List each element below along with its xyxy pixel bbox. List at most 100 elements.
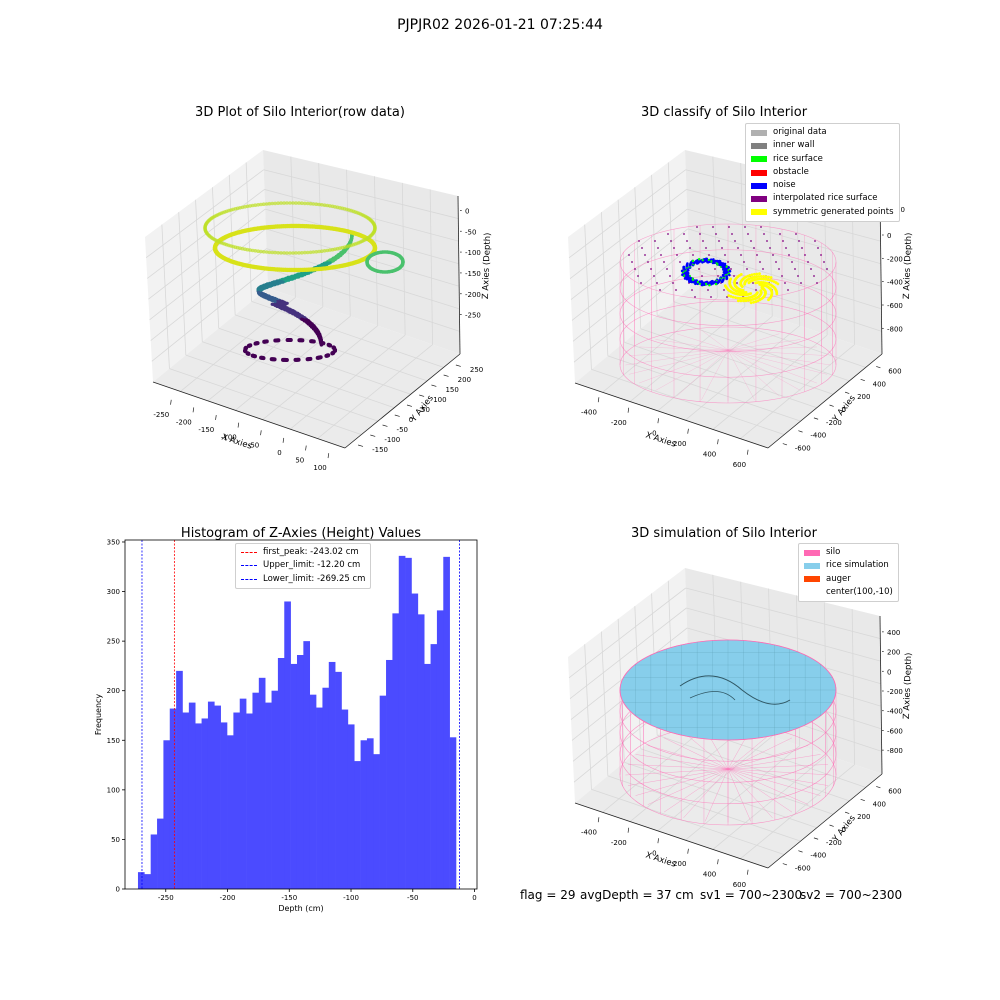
data-point bbox=[669, 275, 671, 277]
y-axis-line bbox=[344, 353, 461, 449]
silo-rib bbox=[727, 349, 801, 391]
silo-rib bbox=[655, 349, 729, 391]
x-tick-tick bbox=[747, 449, 749, 455]
x-axis-label: Depth (cm) bbox=[278, 904, 323, 913]
z-tick-label: -200 bbox=[465, 291, 481, 299]
data-point bbox=[723, 284, 727, 288]
data-point bbox=[717, 275, 719, 277]
silo-rib bbox=[727, 349, 817, 384]
data-point bbox=[248, 343, 253, 348]
data-point bbox=[764, 275, 768, 278]
data-point bbox=[631, 261, 633, 263]
grid-line bbox=[148, 208, 266, 300]
data-point bbox=[692, 254, 694, 256]
data-point bbox=[264, 339, 269, 344]
legend-swatch bbox=[804, 590, 820, 596]
data-point bbox=[739, 273, 743, 276]
data-point bbox=[679, 261, 681, 263]
grid-line bbox=[569, 189, 687, 280]
x-tick-label: 400 bbox=[703, 870, 716, 878]
data-point bbox=[293, 357, 298, 362]
data-point bbox=[714, 282, 718, 286]
raw-points bbox=[203, 201, 405, 362]
data-point bbox=[328, 343, 333, 348]
data-point bbox=[349, 237, 354, 241]
legend-item: symmetric generated points bbox=[751, 206, 894, 219]
x-tick-label: 600 bbox=[733, 461, 746, 469]
histogram-bar bbox=[214, 705, 221, 889]
footer-flag: flag = 29 bbox=[520, 888, 576, 902]
z-axis-line bbox=[457, 195, 461, 355]
data-point bbox=[800, 282, 802, 284]
data-point bbox=[798, 240, 800, 242]
data-point bbox=[750, 273, 754, 277]
rice-mesh bbox=[620, 640, 836, 740]
data-point bbox=[311, 250, 316, 254]
data-point bbox=[791, 261, 793, 263]
y-tick-tick bbox=[844, 811, 850, 814]
data-point bbox=[718, 240, 720, 242]
silo-rib bbox=[639, 349, 729, 384]
data-point bbox=[740, 254, 742, 256]
data-point bbox=[785, 247, 787, 249]
data-point bbox=[797, 275, 799, 277]
y-tick-tick bbox=[782, 863, 788, 866]
legend-item: interpolated rice surface bbox=[751, 192, 894, 205]
x-tick-label: -400 bbox=[581, 828, 597, 836]
z-tick-label: -600 bbox=[887, 302, 903, 310]
data-point bbox=[314, 250, 319, 254]
data-point bbox=[784, 282, 786, 284]
data-point bbox=[716, 259, 720, 263]
data-point bbox=[729, 277, 733, 281]
legend-swatch bbox=[751, 129, 767, 136]
data-point bbox=[757, 275, 761, 278]
data-point bbox=[675, 289, 677, 291]
x-tick-label: 0 bbox=[652, 849, 656, 857]
silo-rib bbox=[639, 346, 729, 351]
y-tick-tick bbox=[431, 384, 437, 387]
data-point bbox=[694, 296, 696, 298]
legend-swatch bbox=[751, 196, 767, 203]
histogram-bar bbox=[341, 709, 349, 889]
legend-item: Lower_limit: -269.25 cm bbox=[241, 573, 365, 586]
data-point bbox=[653, 275, 655, 277]
grid-line bbox=[202, 341, 395, 409]
y-tick-label: 0 bbox=[842, 406, 846, 414]
data-point bbox=[795, 233, 797, 235]
data-point bbox=[288, 338, 293, 342]
histogram-bar bbox=[430, 644, 438, 889]
silo-rib bbox=[727, 768, 829, 786]
z-axis-label: Z Axies (Depth) bbox=[902, 232, 914, 299]
y-tick-label: 600 bbox=[888, 787, 901, 795]
data-point bbox=[300, 338, 305, 343]
grid-line bbox=[601, 212, 609, 356]
z-tick-label: -800 bbox=[887, 747, 903, 755]
grid-line bbox=[235, 315, 351, 411]
data-point bbox=[303, 273, 307, 277]
pane-floor bbox=[575, 708, 882, 868]
y-tick-label: -400 bbox=[810, 852, 826, 860]
y-tick-label: 350 bbox=[107, 538, 120, 546]
data-point bbox=[270, 250, 275, 255]
data-point bbox=[628, 254, 630, 256]
data-point bbox=[752, 282, 754, 284]
x-tick-tick bbox=[260, 430, 262, 436]
histogram-bar bbox=[296, 655, 304, 889]
histogram-bar bbox=[207, 701, 215, 889]
legend-label: obstacle bbox=[773, 166, 809, 177]
histogram-bar bbox=[271, 690, 279, 889]
data-point bbox=[724, 269, 728, 273]
data-point bbox=[332, 348, 337, 353]
x-tick-label: 600 bbox=[733, 881, 746, 889]
histogram-bar bbox=[265, 702, 272, 889]
data-point bbox=[261, 250, 266, 254]
x-tick-tick bbox=[282, 437, 285, 443]
histogram-bar bbox=[328, 661, 336, 889]
data-point bbox=[260, 287, 264, 291]
data-point bbox=[723, 262, 727, 266]
data-point bbox=[322, 249, 327, 253]
histogram-bar bbox=[246, 713, 253, 889]
y-tick-tick bbox=[419, 394, 425, 397]
data-point bbox=[311, 339, 316, 344]
data-point bbox=[666, 268, 668, 270]
